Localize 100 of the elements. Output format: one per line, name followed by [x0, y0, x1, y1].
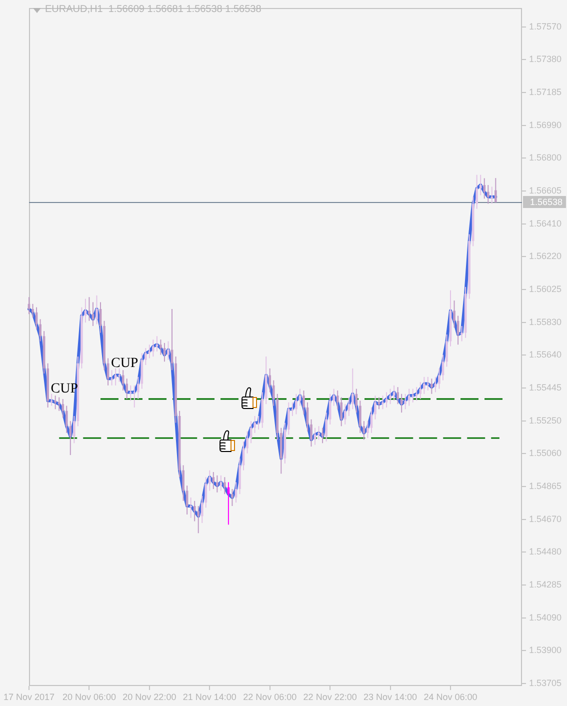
candlestick: [261, 392, 264, 428]
x-tick-label: 22 Nov 22:00: [303, 692, 357, 702]
candlestick: [58, 396, 60, 412]
y-tick-label: 1.56990: [529, 120, 562, 130]
candlestick: [396, 386, 399, 405]
candlestick: [65, 405, 68, 434]
candlestick: [140, 352, 144, 390]
candlestick: [133, 384, 136, 408]
y-tick-label: 1.54090: [529, 612, 562, 623]
candlestick: [208, 470, 211, 492]
y-tick-label: 1.57570: [529, 22, 562, 32]
candlestick: [476, 174, 478, 210]
candlestick: [268, 368, 272, 393]
candlestick: [238, 458, 241, 495]
y-tick-label: 1.55445: [529, 382, 562, 392]
candlestick: [72, 415, 76, 444]
candlestick: [446, 334, 448, 368]
candlestick: [483, 178, 486, 200]
candlestick: [382, 395, 384, 410]
candlestick: [310, 418, 312, 448]
candlestick: [351, 368, 354, 410]
candlestick: [438, 368, 440, 390]
candlestick: [288, 402, 290, 436]
candlestick: [348, 396, 350, 416]
y-tick-label: 1.54285: [529, 579, 562, 590]
candlestick: [344, 404, 346, 425]
candlestick: [129, 384, 132, 402]
candlestick: [366, 420, 369, 439]
candlestick: [204, 476, 208, 508]
x-tick-label: 23 Nov 14:00: [364, 692, 418, 702]
candlestick: [167, 340, 170, 360]
candlestick: [62, 398, 64, 418]
y-tick-label: 1.57185: [529, 86, 562, 97]
candlestick: [212, 472, 215, 490]
candlestick: [32, 303, 34, 318]
candlestick: [156, 336, 158, 352]
x-tick-label: 24 Nov 06:00: [424, 692, 478, 702]
y-tick-label: 1.53900: [529, 644, 562, 655]
y-tick-label: 1.55640: [529, 349, 562, 360]
candlestick: [332, 388, 335, 406]
candlestick: [190, 496, 192, 518]
candlestick: [193, 500, 196, 522]
candlestick: [118, 368, 120, 383]
y-tick-label: 1.56220: [529, 250, 562, 261]
candlestick: [318, 426, 320, 440]
y-tick-label: 1.54865: [529, 480, 562, 491]
candlestick: [200, 495, 204, 524]
candlestick: [422, 376, 426, 394]
candlestick: [486, 184, 490, 204]
candlestick: [453, 300, 456, 328]
y-tick-label: 1.54670: [529, 514, 562, 524]
candlestick: [216, 474, 218, 493]
candlestick: [246, 430, 248, 454]
ref-line-label: 1.56538: [530, 196, 563, 207]
candlestick: [160, 339, 162, 356]
candlestick: [272, 380, 275, 406]
candlestick: [389, 388, 392, 405]
candlestick: [110, 370, 113, 386]
candlestick: [254, 415, 256, 434]
candlestick: [96, 294, 98, 325]
y-tick-label: 1.53705: [529, 678, 562, 688]
y-tick-label: 1.56410: [529, 218, 562, 229]
x-tick-label: 20 Nov 22:00: [122, 692, 176, 702]
candlestick: [460, 325, 463, 342]
y-tick-label: 1.56800: [529, 152, 562, 162]
y-tick-label: 1.56025: [529, 284, 562, 294]
candlestick: [136, 376, 140, 400]
x-tick-label: 20 Nov 06:00: [62, 692, 116, 702]
x-tick-label: 21 Nov 14:00: [182, 692, 236, 702]
candlestick: [359, 400, 362, 434]
x-tick-label: 17 Nov 2017: [3, 692, 55, 702]
candlestick: [490, 186, 494, 204]
candlestick: [152, 339, 154, 358]
candlestick: [494, 178, 497, 203]
y-tick-label: 1.56605: [529, 185, 562, 196]
candlestick: [182, 464, 184, 502]
candlestick: [302, 390, 305, 415]
candlestick: [54, 395, 57, 410]
candlestick: [264, 356, 268, 405]
y-tick-label: 1.57380: [529, 54, 562, 64]
x-tick-label: 22 Nov 06:00: [243, 692, 297, 702]
candlestick: [408, 388, 410, 406]
chart-title: EURAUD,H1 1.56609 1.56681 1.56538 1.56538: [45, 4, 262, 16]
candlestick: [295, 393, 298, 415]
candlestick: [231, 488, 234, 506]
candlestick: [126, 378, 128, 400]
candlestick: [430, 378, 433, 394]
candlestick: [69, 420, 72, 456]
candlestick: [144, 348, 147, 366]
candlestick: [336, 390, 339, 410]
candlestick: [404, 393, 407, 410]
candlestick: [314, 427, 316, 446]
y-tick-label: 1.55060: [529, 448, 562, 458]
candlestick: [479, 174, 482, 196]
y-tick-label: 1.55830: [529, 317, 562, 328]
candlestick: [39, 318, 42, 342]
y-tick-label: 1.54480: [529, 546, 562, 556]
candlestick: [374, 395, 376, 420]
candlestick: [84, 298, 87, 324]
candlestick: [415, 386, 418, 402]
